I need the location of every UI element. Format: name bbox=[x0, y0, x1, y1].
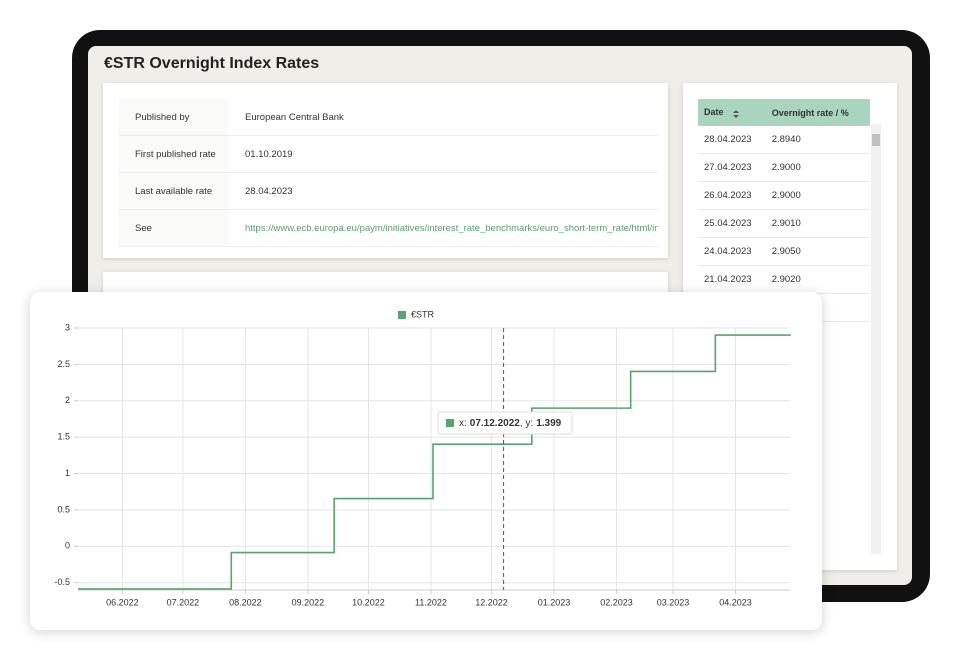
chart-card: -0.5 0 0.5 1 1.5 2 2.5 3 06.2022 07.2022 08.2022 09… bbox=[30, 292, 822, 630]
y-tick-label: 0 bbox=[65, 541, 70, 551]
x-tick-label: 03.2023 bbox=[657, 597, 690, 607]
info-label: See bbox=[119, 209, 229, 247]
x-tick-label: 07.2022 bbox=[167, 597, 200, 607]
tooltip: x: 07.12.2022, y: 1.399 bbox=[437, 411, 573, 435]
column-header[interactable]: Date bbox=[698, 99, 766, 126]
info-value: 01.10.2019 bbox=[229, 135, 658, 173]
info-label: First published rate bbox=[119, 135, 229, 173]
x-tick-label: 09.2022 bbox=[292, 597, 325, 607]
rates-table: Date Overnight rate / % 28.04.2023 2.8940… bbox=[698, 99, 870, 322]
table-row[interactable]: 25.04.2023 2.9010 bbox=[698, 209, 870, 238]
tooltip-text: x: 07.12.2022, y: 1.399 bbox=[459, 418, 562, 429]
x-tick-label: 02.2023 bbox=[600, 597, 633, 607]
series-line bbox=[78, 334, 791, 590]
x-tick-label: 06.2022 bbox=[106, 597, 139, 607]
tooltip-x-label: x: bbox=[459, 418, 467, 429]
sort-icon bbox=[733, 109, 740, 118]
page-title: €STR Overnight Index Rates bbox=[104, 55, 320, 72]
scrollbar[interactable] bbox=[871, 124, 881, 554]
legend: €STR bbox=[398, 309, 435, 319]
table-cell: 2.9020 bbox=[765, 265, 870, 294]
x-tick-label: 11.2022 bbox=[415, 597, 447, 607]
table-row[interactable]: 28.04.2023 2.8940 bbox=[698, 126, 870, 154]
tooltip-box bbox=[437, 411, 573, 435]
info-value: European Central Bank bbox=[229, 99, 658, 136]
y-tick-label: 1.5 bbox=[57, 432, 70, 442]
tooltip-swatch bbox=[446, 419, 454, 427]
table-cell: 2.9000 bbox=[765, 153, 870, 182]
x-tick-label: 01.2023 bbox=[538, 597, 571, 607]
tooltip-x: 07.12.2022 bbox=[470, 418, 520, 429]
legend-swatch bbox=[398, 311, 406, 319]
chart: -0.5 0 0.5 1 1.5 2 2.5 3 06.2022 07.2022 08.2022 09… bbox=[54, 309, 791, 607]
info-card: Published by European Central Bank First … bbox=[103, 83, 668, 258]
x-tick-label: 12.2022 bbox=[475, 597, 508, 607]
info-value: 28.04.2023 bbox=[229, 172, 658, 210]
y-tick-label: -0.5 bbox=[54, 577, 70, 587]
table-row[interactable]: 24.04.2023 2.9050 bbox=[698, 237, 870, 266]
y-tick-label: 3 bbox=[65, 322, 70, 332]
table-cell: 27.04.2023 bbox=[698, 153, 766, 182]
info-table: Published by European Central Bank First … bbox=[119, 99, 658, 247]
table-cell: 21.04.2023 bbox=[698, 265, 766, 294]
table-row[interactable]: 27.04.2023 2.9000 bbox=[698, 153, 870, 182]
tooltip-y-label: , y: bbox=[520, 418, 533, 429]
scroll-thumb[interactable] bbox=[872, 134, 880, 146]
x-tick-label: 10.2022 bbox=[352, 597, 385, 607]
x-tick-label: 08.2022 bbox=[229, 597, 262, 607]
y-tick-label: 2.5 bbox=[57, 359, 70, 369]
link[interactable]: https://www.ecb.europa.eu/paym/initiativ… bbox=[245, 222, 658, 234]
table-cell: 2.9000 bbox=[765, 181, 870, 210]
table-cell: 2.9050 bbox=[765, 237, 870, 266]
info-value: https://www.ecb.europa.eu/paym/initiativ… bbox=[229, 209, 658, 247]
table-cell: 24.04.2023 bbox=[698, 237, 766, 266]
table-row[interactable]: 21.04.2023 2.9020 bbox=[698, 265, 870, 294]
table-cell: 26.04.2023 bbox=[698, 181, 766, 210]
y-tick-label: 1 bbox=[65, 468, 70, 478]
legend-label: €STR bbox=[411, 309, 435, 319]
y-tick-label: 2 bbox=[65, 395, 70, 405]
table-cell: 2.9010 bbox=[765, 209, 870, 238]
table-cell: 2.8940 bbox=[765, 126, 870, 154]
column-header[interactable]: Overnight rate / % bbox=[765, 99, 870, 126]
tooltip-y: 1.399 bbox=[536, 418, 561, 429]
table-row[interactable]: 26.04.2023 2.9000 bbox=[698, 181, 870, 210]
y-tick-label: 0.5 bbox=[57, 504, 70, 514]
info-label: Last available rate bbox=[119, 172, 229, 210]
column-title: Date bbox=[704, 107, 724, 118]
x-tick-label: 04.2023 bbox=[719, 597, 752, 607]
info-label: Published by bbox=[119, 99, 229, 136]
table-cell: 25.04.2023 bbox=[698, 209, 766, 238]
table-cell: 28.04.2023 bbox=[698, 126, 766, 154]
